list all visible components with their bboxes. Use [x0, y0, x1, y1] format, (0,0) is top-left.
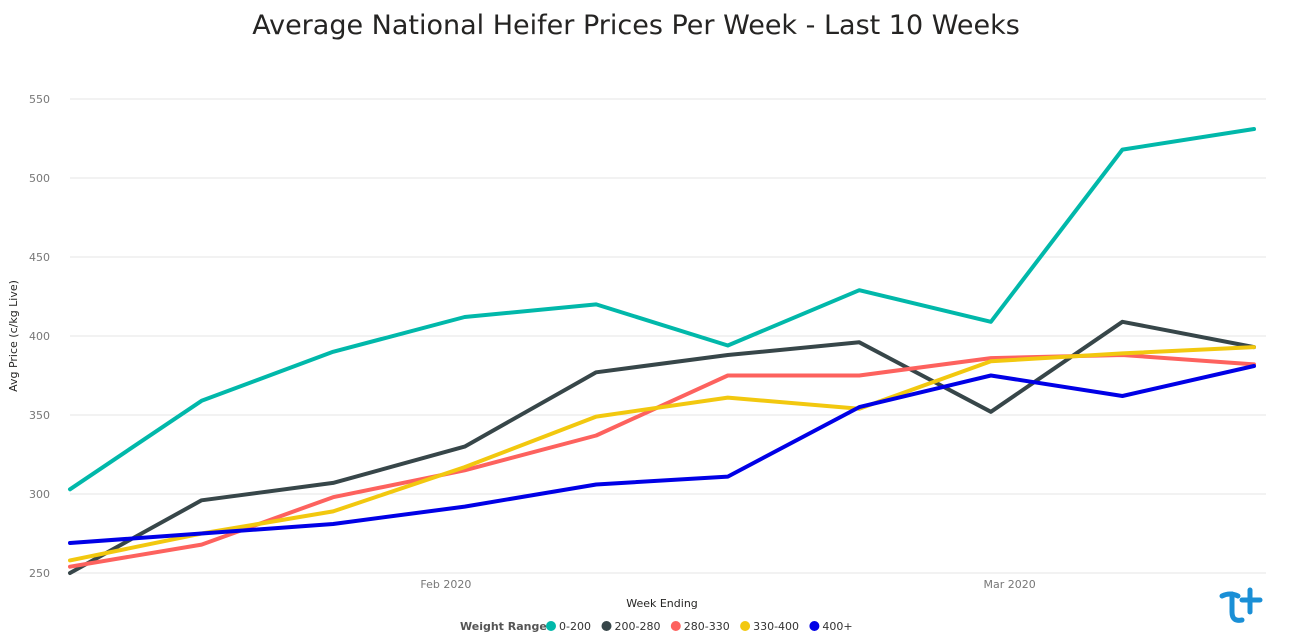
legend-marker	[546, 621, 556, 631]
legend-label: 280-330	[684, 620, 730, 633]
legend-label: 0-200	[559, 620, 591, 633]
legend-label: 330-400	[753, 620, 799, 633]
brand-logo-icon	[1219, 587, 1263, 623]
x-axis-ticks: Feb 2020 Mar 2020	[420, 578, 1035, 591]
y-tick-label: 450	[29, 251, 50, 264]
x-tick-label: Mar 2020	[984, 578, 1036, 591]
legend-marker	[670, 621, 681, 631]
legend-title: Weight Range	[460, 620, 547, 633]
series-line-200-280	[68, 319, 1256, 575]
y-tick-label: 500	[29, 172, 50, 185]
y-tick-label: 300	[29, 488, 50, 501]
x-axis-title: Week Ending	[626, 597, 698, 610]
series-line-0-200	[68, 127, 1256, 492]
legend: Weight Range 0-200 200-280 280-330 330-400 4…	[460, 620, 853, 633]
series-line-330-400	[68, 345, 1256, 563]
y-axis-ticks: 250 300 350 400 450 500 550	[29, 93, 50, 580]
series-line-280-330	[68, 353, 1256, 569]
gridlines	[70, 98, 1266, 574]
y-tick-label: 250	[29, 567, 50, 580]
y-axis-title: Avg Price (c/kg Live)	[7, 280, 20, 392]
legend-marker	[740, 621, 751, 631]
y-tick-label: 350	[29, 409, 50, 422]
x-tick-label: Feb 2020	[420, 578, 471, 591]
legend-marker	[809, 621, 820, 631]
y-tick-label: 550	[29, 93, 50, 106]
legend-marker	[601, 621, 612, 631]
series-lines	[68, 127, 1256, 575]
legend-label: 200-280	[615, 620, 661, 633]
series-line-400+	[68, 364, 1256, 545]
legend-label: 400+	[822, 620, 852, 633]
y-tick-label: 400	[29, 330, 50, 343]
chart-title: Average National Heifer Prices Per Week …	[252, 10, 1020, 41]
